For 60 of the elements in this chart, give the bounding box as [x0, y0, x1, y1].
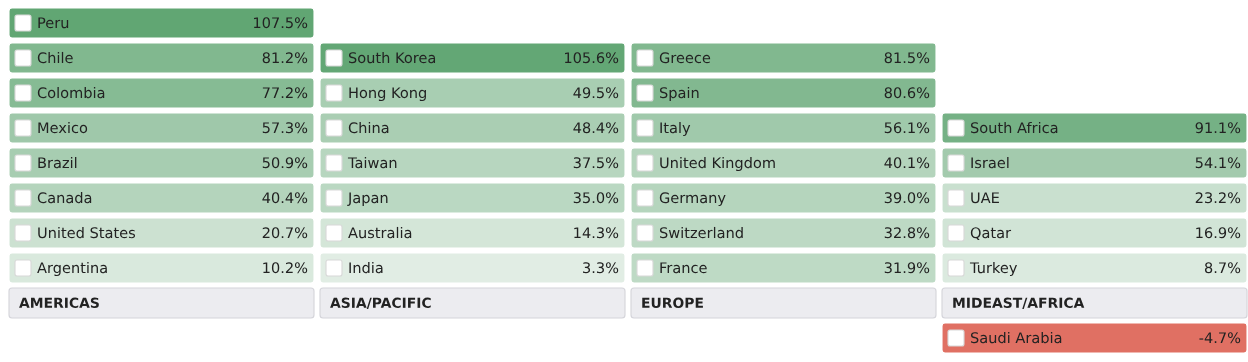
- category-label: Spain: [659, 86, 699, 102]
- category-label: Chile: [37, 51, 73, 64]
- category-label: Australia: [348, 226, 412, 239]
- category-label: Brazil: [38, 156, 77, 169]
- text: AMERICAS: [19, 297, 99, 309]
- data-label: 40.4%: [262, 192, 308, 204]
- data-label: 107.5%: [254, 17, 308, 29]
- category-label: Germany: [659, 192, 726, 207]
- data-label: 23.2%: [1195, 192, 1241, 204]
- category-label: UAE: [971, 192, 999, 204]
- category-label: Greece: [659, 52, 711, 64]
- category-label: Colombia: [37, 86, 105, 99]
- category-label: South Korea: [348, 51, 436, 64]
- category-label: Hong Kong: [349, 87, 426, 102]
- data-label: 105.6%: [565, 52, 619, 64]
- category-label: Japan: [347, 192, 388, 207]
- category-label: Switzerland: [659, 226, 743, 239]
- data-label: 3.3%: [583, 262, 619, 274]
- data-label: 8.7%: [1204, 262, 1241, 274]
- data-label: 48.4%: [573, 122, 619, 134]
- category-label: Italy: [660, 121, 691, 137]
- data-label: 10.2%: [263, 262, 308, 274]
- category-label: Turkey: [969, 261, 1018, 277]
- data-label: 81.5%: [884, 52, 930, 64]
- category-label: Canada: [37, 191, 92, 204]
- data-label: 39.0%: [884, 192, 930, 204]
- data-label: 32.8%: [884, 227, 930, 239]
- data-label: 50.9%: [262, 157, 308, 169]
- category-label: Saudi Arabia: [970, 331, 1062, 344]
- text: MIDEAST/AFRICA: [953, 297, 1085, 310]
- data-label: 57.3%: [262, 122, 308, 134]
- data-label: 91.1%: [1195, 122, 1241, 134]
- data-label: 56.1%: [884, 122, 930, 134]
- text: ASIA/PACIFIC: [330, 297, 431, 310]
- data-label: 81.2%: [262, 52, 308, 64]
- data-label: 80.6%: [884, 87, 930, 99]
- data-label: 37.5%: [573, 157, 619, 169]
- category-label: India: [349, 261, 383, 274]
- category-label: Israel: [971, 156, 1009, 169]
- category-label: Taiwan: [347, 156, 397, 169]
- data-label: 77.2%: [262, 87, 308, 99]
- data-label: 16.9%: [1196, 227, 1241, 239]
- data-label: 20.7%: [262, 227, 308, 239]
- category-label: South Africa: [970, 121, 1058, 134]
- data-label: -4.7%: [1199, 332, 1241, 344]
- category-label: United States: [38, 226, 136, 239]
- category-label: Mexico: [38, 121, 88, 134]
- category-label: Argentina: [37, 261, 107, 277]
- data-label: 54.1%: [1195, 157, 1241, 169]
- category-label: France: [660, 262, 707, 274]
- data-label: 40.1%: [884, 157, 930, 169]
- text: EUROPE: [642, 297, 703, 309]
- data-label: 35.0%: [573, 192, 619, 204]
- data-label: 14.3%: [574, 227, 619, 239]
- data-label: 49.5%: [573, 87, 619, 99]
- category-label: United Kingdom: [660, 156, 775, 172]
- category-label: Qatar: [970, 227, 1012, 240]
- data-label: 31.9%: [884, 262, 930, 274]
- category-label: China: [348, 121, 389, 134]
- category-label: Peru: [38, 17, 69, 29]
